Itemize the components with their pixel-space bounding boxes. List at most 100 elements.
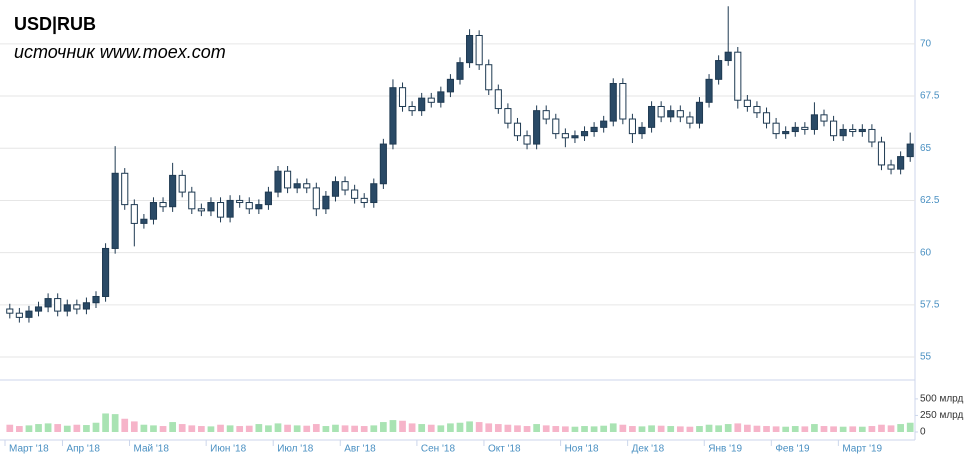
volume-bar: [801, 426, 809, 432]
volume-bar: [763, 426, 770, 432]
candle-body: [226, 199, 234, 218]
candle-body: [418, 97, 426, 112]
candle-body: [791, 126, 799, 133]
volume-bar: [140, 424, 148, 432]
candle-body: [178, 174, 186, 193]
candle-body: [370, 183, 378, 204]
volume-bar: [284, 424, 291, 432]
volume-bar: [571, 426, 579, 432]
x-tick-label: Янв '19: [708, 444, 742, 455]
candle-body: [638, 126, 646, 135]
y2-tick-label: 250 млрд: [920, 410, 964, 421]
volume-bar: [494, 424, 502, 432]
candle-body: [571, 135, 579, 139]
volume-bar: [724, 424, 732, 432]
candle-body: [446, 78, 454, 93]
candle-body: [628, 118, 636, 135]
volume-bar: [169, 422, 176, 432]
volume-bar: [437, 425, 445, 432]
candle-body: [82, 302, 90, 310]
volume-bar: [552, 426, 560, 432]
candle-body: [25, 310, 33, 318]
chart-subtitle: источник www.moex.com: [14, 42, 226, 62]
volume-bar: [427, 424, 435, 432]
candle-body: [140, 218, 148, 224]
candle-body: [839, 128, 847, 137]
volume-bar: [198, 426, 205, 432]
x-tick-label: Сен '18: [421, 444, 456, 455]
candle-body: [408, 105, 416, 112]
candle-body: [868, 128, 876, 143]
volume-bar: [562, 426, 569, 432]
candle-body: [102, 247, 110, 297]
candle-body: [159, 202, 167, 208]
candle-body: [705, 78, 713, 103]
candle-body: [897, 156, 905, 170]
candle-body: [715, 60, 723, 80]
volume-bar: [811, 424, 818, 432]
volume-bar: [332, 424, 339, 432]
x-tick-label: Март '19: [842, 444, 882, 455]
candle-body: [216, 202, 225, 218]
volume-bar: [341, 425, 349, 432]
volume-bar: [255, 424, 263, 432]
candle-body: [130, 204, 138, 224]
volume-bar: [408, 423, 416, 432]
candle-body: [743, 99, 751, 107]
candle-body: [245, 202, 253, 210]
candle-body: [427, 97, 435, 103]
volume-bar: [523, 426, 531, 432]
candle-body: [504, 108, 512, 124]
candle-body: [312, 187, 320, 210]
volume-bar: [868, 426, 876, 432]
volume-bar: [533, 424, 540, 432]
volume-bar: [25, 425, 33, 432]
x-tick-label: Апр '18: [66, 444, 100, 455]
candle-body: [303, 183, 311, 189]
candle-body: [197, 208, 205, 212]
y-tick-label: 65: [920, 143, 932, 154]
candle-body: [619, 83, 627, 120]
candle-body: [331, 181, 340, 197]
volume-bar: [791, 426, 799, 432]
candle-body: [533, 110, 541, 145]
candle-body: [667, 110, 675, 118]
candle-body: [341, 181, 349, 191]
candle-body: [523, 135, 531, 145]
candle-body: [34, 306, 43, 312]
candle-body: [849, 128, 857, 133]
volume-bar: [849, 426, 857, 432]
volume-bar: [44, 423, 52, 432]
candle-body: [398, 87, 407, 107]
candle-body: [801, 126, 809, 130]
volume-bar: [830, 426, 837, 432]
volume-bar: [456, 422, 464, 432]
y-tick-label: 70: [920, 38, 932, 49]
volume-bar: [274, 423, 282, 432]
volume-bar: [16, 426, 23, 432]
volume-bar: [648, 425, 655, 432]
candle-body: [475, 34, 483, 66]
volume-bar: [6, 424, 14, 432]
volume-bar: [293, 425, 301, 432]
candle-body: [293, 183, 301, 189]
candle-body: [6, 308, 14, 314]
candle-body: [169, 174, 177, 208]
volume-bar: [418, 424, 426, 432]
volume-bar: [380, 422, 387, 432]
x-tick-label: Авг '18: [344, 444, 376, 455]
candle-body: [207, 202, 215, 212]
candle-body: [580, 131, 589, 137]
volume-bar: [217, 424, 224, 432]
volume-bar: [504, 424, 512, 432]
volume-bar: [772, 426, 780, 432]
volume-bar: [399, 420, 406, 432]
candle-body: [542, 110, 550, 120]
volume-bar: [207, 426, 215, 432]
candle-body: [552, 118, 560, 135]
volume-bar: [475, 422, 483, 432]
candle-body: [877, 141, 886, 166]
candle-body: [782, 131, 790, 135]
candle-body: [657, 105, 665, 118]
volume-bar: [590, 426, 598, 432]
